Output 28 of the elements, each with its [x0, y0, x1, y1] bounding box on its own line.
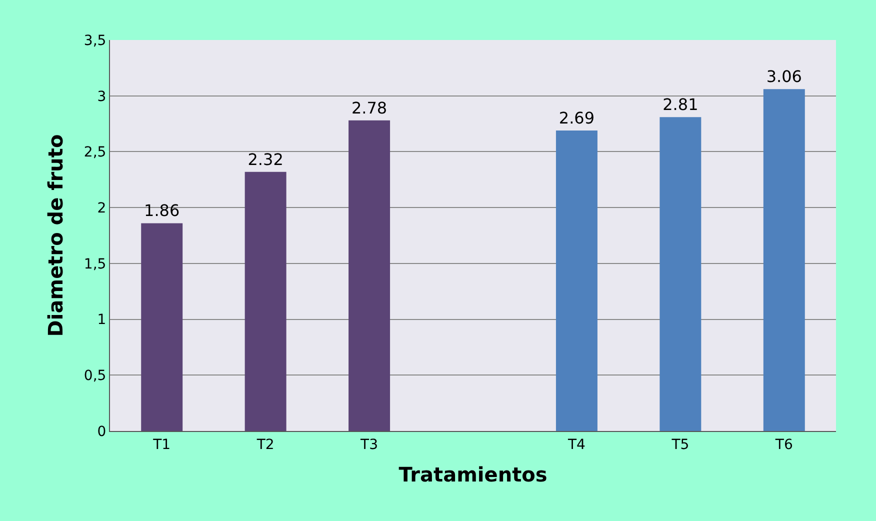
x-tick-label: T1 [152, 436, 171, 453]
data-label: 2.32 [248, 150, 284, 169]
bar [556, 130, 598, 431]
y-tick-label: 0,5 [84, 368, 106, 384]
y-tick-label: 2,5 [84, 144, 106, 161]
y-tick-label: 1,5 [84, 256, 106, 272]
y-tick-label: 1 [97, 312, 106, 328]
data-label: 3.06 [766, 67, 802, 86]
data-label: 2.69 [558, 108, 595, 128]
data-label: 1.86 [144, 201, 180, 220]
data-label: 2.81 [662, 95, 698, 114]
y-tick-label: 3,5 [84, 32, 106, 49]
bar [763, 89, 805, 431]
bar [141, 223, 183, 431]
x-tick-label: T4 [566, 436, 586, 453]
x-tick-label: T6 [774, 436, 793, 453]
x-tick-label: T2 [256, 436, 274, 453]
x-tick-label: T3 [360, 436, 378, 453]
y-tick-label: 3 [97, 88, 106, 105]
y-axis-title: Diametro de fruto [43, 134, 68, 337]
x-tick-label: T5 [670, 436, 690, 453]
bar [348, 120, 390, 431]
y-tick-label: 2 [97, 200, 106, 216]
bar [244, 172, 286, 431]
bar [660, 117, 702, 431]
y-tick-label: 0 [97, 424, 106, 440]
data-label: 2.78 [351, 98, 388, 118]
x-axis-title: Tratamientos [398, 462, 548, 486]
